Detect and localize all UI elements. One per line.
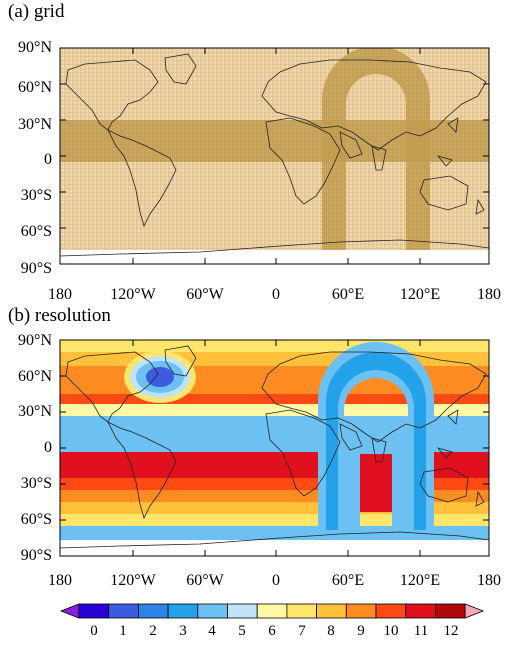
colorbar-label: 6 [268, 623, 276, 639]
lat-label: 60°N [18, 79, 52, 96]
lat-label: 90°S [20, 547, 52, 564]
colorbar-swatch [197, 603, 228, 619]
lat-label: 30°N [18, 116, 52, 133]
colorbar-label: 12 [443, 623, 459, 639]
colorbar-swatch [227, 603, 258, 619]
lon-label: 60°W [186, 286, 224, 303]
lat-label: 90°S [20, 260, 52, 277]
colorbar-label: 5 [238, 623, 246, 639]
panel-a-ticks [59, 47, 490, 265]
lat-label: 90°N [18, 332, 52, 349]
lon-label: 0 [272, 572, 280, 589]
lat-label: 60°S [20, 223, 52, 240]
colorbar-label: 7 [298, 623, 306, 639]
colorbar-label: 8 [327, 623, 335, 639]
colorbar-label: 2 [149, 623, 157, 639]
grid-map [60, 48, 489, 264]
colorbar-swatch [316, 603, 347, 619]
arch-outer [318, 342, 434, 540]
colorbar-swatch [167, 603, 199, 619]
colorbar-label: 11 [413, 623, 429, 639]
lon-label: 120°E [399, 572, 441, 589]
colorbar-swatch [256, 603, 288, 619]
colorbar-swatch [78, 603, 110, 619]
lon-label: 120°W [110, 286, 156, 303]
lon-label: 180 [477, 572, 501, 589]
lon-label: 0 [272, 286, 280, 303]
lat-label: 30°N [18, 403, 52, 420]
panel-b-ticks [59, 339, 490, 557]
lat-label: 60°S [20, 511, 52, 528]
colorbar-swatch [405, 603, 436, 619]
resolution-map [60, 340, 489, 556]
colorbar-swatch [375, 603, 407, 619]
colorbar-label: 0 [90, 623, 98, 639]
colorbar-swatch [434, 603, 466, 619]
panel-a-title: (a) grid [8, 1, 65, 22]
lat-label: 90°N [18, 39, 52, 56]
panel-b-title: (b) resolution [8, 305, 111, 326]
colorbar-swatch [137, 603, 169, 619]
lat-label: 30°S [20, 475, 52, 492]
lat-label: 30°S [20, 187, 52, 204]
lon-label: 60°E [331, 572, 365, 589]
lat-label: 0 [44, 439, 52, 456]
lon-label: 180 [477, 286, 501, 303]
lon-label: 120°E [399, 286, 441, 303]
colorbar-label: 9 [357, 623, 365, 639]
colorbar-swatch [345, 603, 377, 619]
colorbar-label: 10 [383, 623, 399, 639]
colorbar-under-arrow [59, 603, 80, 619]
lat-label: 60°N [18, 368, 52, 385]
colorbar-label: 3 [179, 623, 187, 639]
arch-inner [326, 352, 426, 530]
colorbar-swatch [108, 603, 139, 619]
colorbar-label: 4 [208, 623, 216, 639]
lon-label: 180 [48, 286, 72, 303]
lon-label: 180 [48, 572, 72, 589]
lon-label: 60°W [186, 572, 224, 589]
lon-label: 60°E [331, 286, 365, 303]
lon-label: 120°W [110, 572, 156, 589]
colorbar-swatch [286, 603, 317, 619]
colorbar-label: 1 [119, 623, 127, 639]
colorbar-over-arrow [464, 603, 485, 619]
colorbar [59, 603, 485, 619]
lat-label: 0 [44, 151, 52, 168]
